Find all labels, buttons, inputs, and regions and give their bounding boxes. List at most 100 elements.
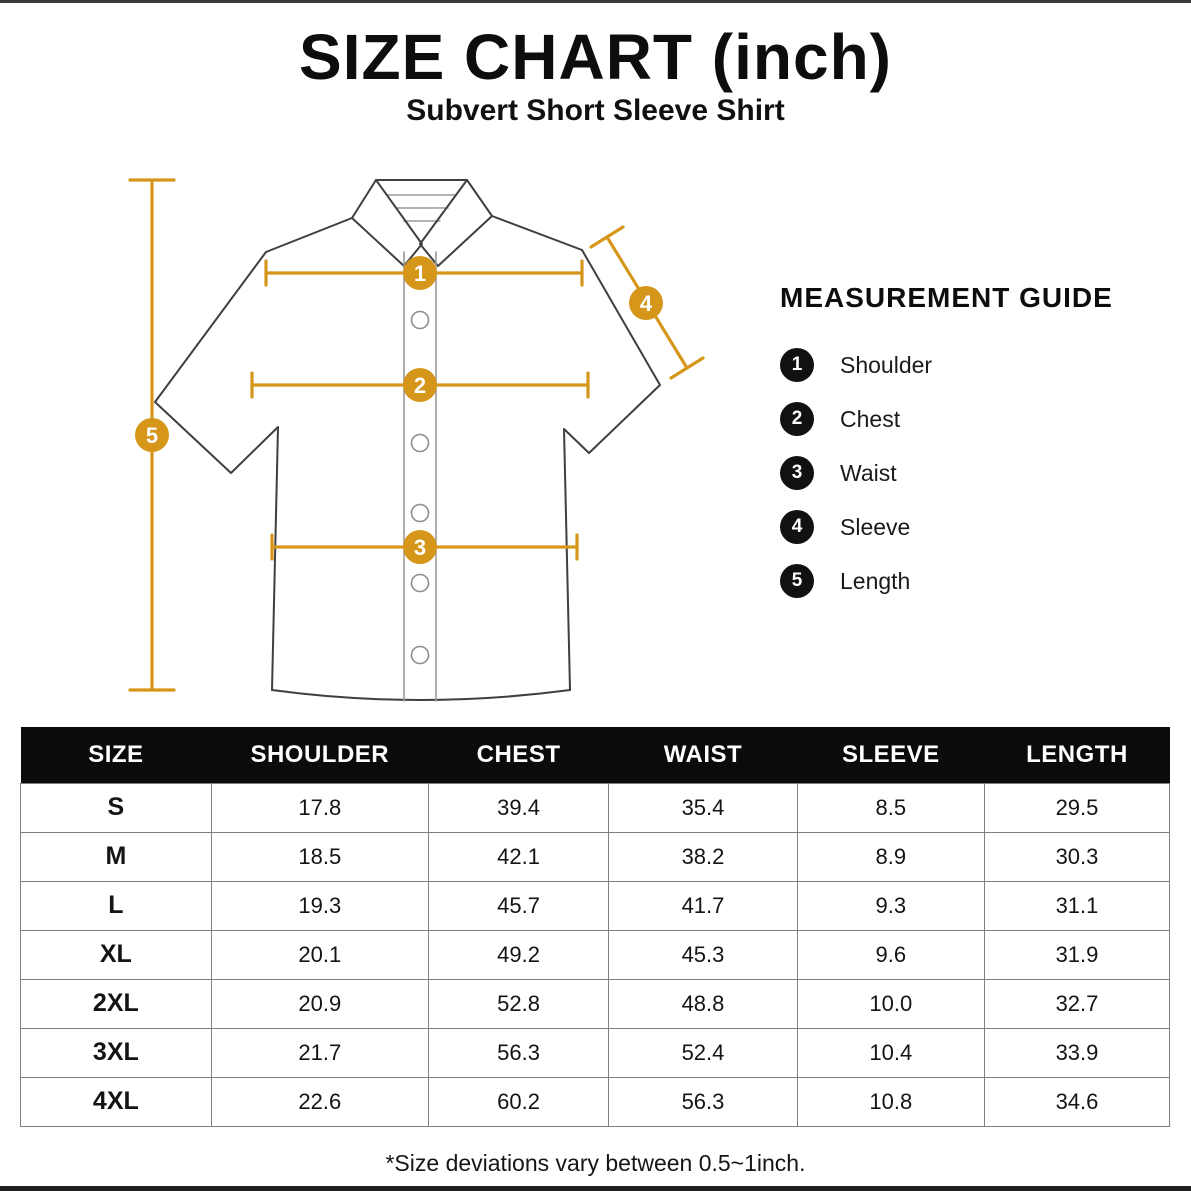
measurement-value-cell: 52.4: [608, 1027, 798, 1078]
marker-shoulder: 1: [403, 256, 437, 290]
legend-item-sleeve: 4 Sleeve: [780, 500, 1140, 554]
marker-sleeve: 4: [629, 286, 663, 320]
legend-number-badge: 3: [780, 456, 814, 490]
measurement-value-cell: 56.3: [608, 1076, 798, 1127]
measurement-value-cell: 8.5: [796, 782, 985, 833]
shirt-button: [410, 310, 430, 330]
table-row: L 19.3 45.7 41.7 9.3 31.1: [20, 880, 1171, 931]
measurement-value-cell: 35.4: [608, 782, 798, 833]
table-row: 2XL 20.9 52.8 48.8 10.0 32.7: [20, 978, 1171, 1029]
collar-right-wing: [419, 179, 493, 267]
measurement-value-cell: 29.5: [983, 782, 1171, 833]
size-chart-table: SIZE SHOULDER CHEST WAIST SLEEVE LENGTH …: [20, 727, 1171, 1127]
shirt-outline-art: [154, 179, 661, 702]
measurement-value-cell: 8.9: [796, 831, 985, 882]
size-cell: 3XL: [20, 1027, 212, 1078]
measurement-value-cell: 19.3: [210, 880, 429, 931]
marker-length: 5: [135, 418, 169, 452]
measurement-value-cell: 9.3: [796, 880, 985, 931]
legend-item-chest: 2 Chest: [780, 392, 1140, 446]
size-deviation-note: *Size deviations vary between 0.5~1inch.: [385, 1150, 806, 1176]
legend-number-badge: 2: [780, 402, 814, 436]
shirt-button: [410, 645, 430, 665]
right-shoulder-seam: [491, 215, 583, 251]
measurement-value-cell: 41.7: [608, 880, 798, 931]
measurement-value-cell: 17.8: [210, 782, 429, 833]
legend-number-badge: 1: [780, 348, 814, 382]
measurement-value-cell: 48.8: [608, 978, 798, 1029]
column-header-waist: WAIST: [608, 727, 798, 783]
measurement-value-cell: 31.9: [983, 929, 1171, 980]
measurement-value-cell: 10.0: [796, 978, 985, 1029]
legend-label: Length: [840, 567, 911, 594]
marker-number: 5: [146, 423, 158, 448]
bottom-hem: [271, 689, 571, 701]
size-cell: 4XL: [20, 1076, 212, 1127]
legend-number-badge: 5: [780, 564, 814, 598]
size-cell: L: [20, 880, 212, 931]
size-cell: XL: [20, 929, 212, 980]
legend-label: Shoulder: [840, 351, 933, 378]
table-row: 3XL 21.7 56.3 52.4 10.4 33.9: [20, 1027, 1171, 1078]
measurement-value-cell: 31.1: [983, 880, 1171, 931]
measurement-value-cell: 42.1: [427, 831, 610, 882]
legend-item-length: 5 Length: [780, 554, 1140, 608]
left-sleeve: [154, 251, 279, 691]
measurement-guide-title: MEASUREMENT GUIDE: [780, 282, 1113, 313]
legend-number-badge: 4: [780, 510, 814, 544]
column-header-sleeve: SLEEVE: [797, 727, 985, 783]
table-row: S 17.8 39.4 35.4 8.5 29.5: [20, 782, 1171, 833]
shirt-button: [410, 503, 430, 523]
marker-number: 2: [414, 373, 426, 398]
measurement-value-cell: 49.2: [427, 929, 610, 980]
header-row: SIZE SHOULDER CHEST WAIST SLEEVE LENGTH: [20, 727, 1170, 783]
marker-waist: 3: [403, 530, 437, 564]
left-shoulder-seam: [265, 217, 353, 253]
legend-label: Waist: [840, 459, 897, 486]
legend-item-shoulder: 1 Shoulder: [780, 338, 1140, 392]
measurement-value-cell: 33.9: [983, 1027, 1171, 1078]
measurement-value-cell: 20.1: [210, 929, 429, 980]
shirt-button: [410, 433, 430, 453]
measurement-value-cell: 38.2: [608, 831, 798, 882]
legend-label: Sleeve: [840, 513, 911, 540]
measurement-value-cell: 45.7: [427, 880, 610, 931]
marker-number: 1: [414, 261, 426, 286]
marker-chest: 2: [403, 368, 437, 402]
table-row: 4XL 22.6 60.2 56.3 10.8 34.6: [20, 1076, 1171, 1127]
column-header-size: SIZE: [20, 727, 212, 783]
measurement-value-cell: 45.3: [608, 929, 798, 980]
measurement-value-cell: 30.3: [983, 831, 1171, 882]
measurement-markers: 1 2 3 4 5: [135, 256, 663, 564]
measurement-value-cell: 56.3: [427, 1027, 610, 1078]
bottom-edge-line: [0, 1186, 1191, 1191]
measurement-value-cell: 18.5: [210, 831, 429, 882]
measurement-value-cell: 20.9: [210, 978, 429, 1029]
size-table-body: S 17.8 39.4 35.4 8.5 29.5 M 18.5 42.1 38.2 8.9 30.3…: [20, 782, 1171, 1127]
measurement-value-cell: 34.6: [983, 1076, 1171, 1127]
size-cell: S: [20, 782, 212, 833]
shirt-button: [410, 573, 430, 593]
legend-item-waist: 3 Waist: [780, 446, 1140, 500]
size-table-header: SIZE SHOULDER CHEST WAIST SLEEVE LENGTH: [20, 727, 1170, 783]
column-header-shoulder: SHOULDER: [211, 727, 429, 783]
measurement-value-cell: 32.7: [983, 978, 1171, 1029]
top-edge-line: [0, 0, 1191, 3]
table-row: XL 20.1 49.2 45.3 9.6 31.9: [20, 929, 1171, 980]
page-title: SIZE CHART (inch): [299, 21, 892, 93]
marker-number: 3: [414, 535, 426, 560]
measurement-value-cell: 22.6: [210, 1076, 429, 1127]
measurement-value-cell: 52.8: [427, 978, 610, 1029]
measurement-value-cell: 9.6: [796, 929, 985, 980]
size-cell: 2XL: [20, 978, 212, 1029]
legend-label: Chest: [840, 405, 901, 432]
measurement-value-cell: 10.4: [796, 1027, 985, 1078]
table-row: M 18.5 42.1 38.2 8.9 30.3: [20, 831, 1171, 882]
marker-number: 4: [640, 291, 653, 316]
measurement-value-cell: 60.2: [427, 1076, 610, 1127]
measurement-value-cell: 10.8: [796, 1076, 985, 1127]
shirt-measurement-diagram: 1 2 3 4 5: [128, 178, 705, 702]
measurement-value-cell: 21.7: [210, 1027, 429, 1078]
measurement-value-cell: 39.4: [427, 782, 610, 833]
